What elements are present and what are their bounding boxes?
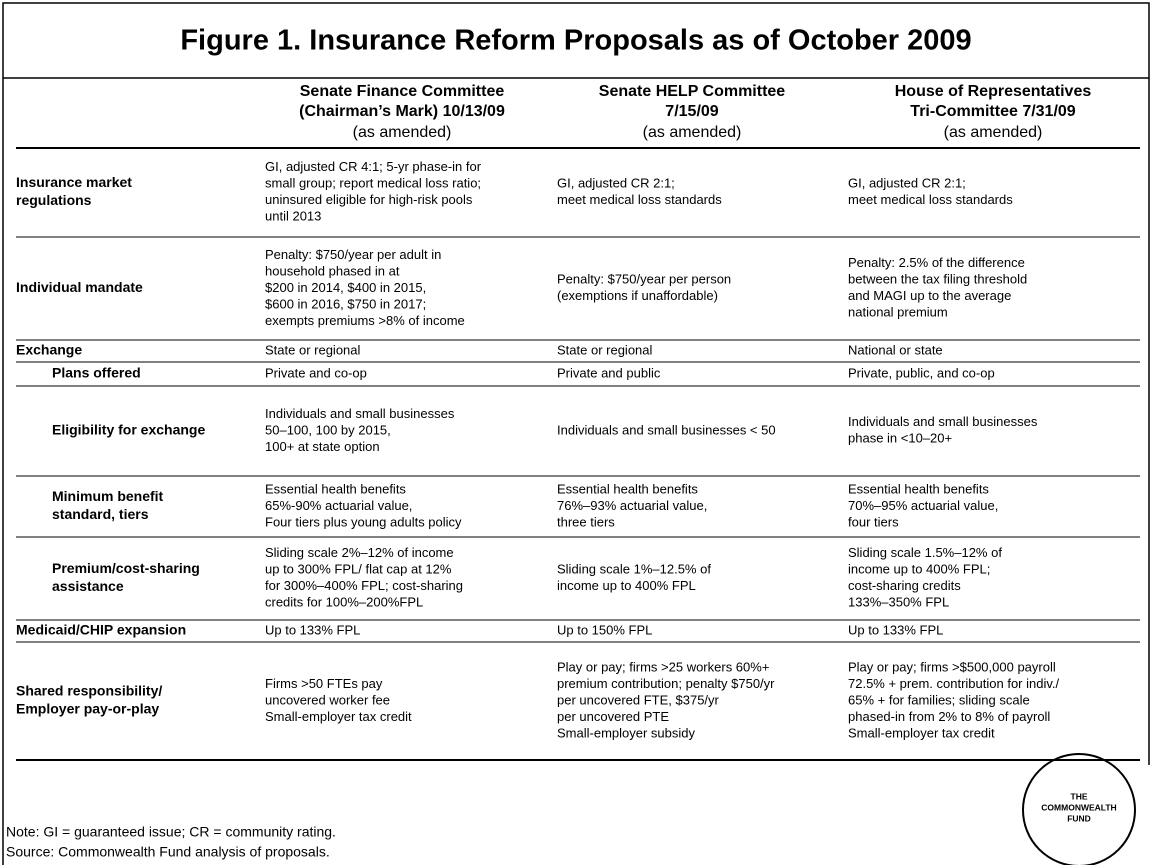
- cell-text: meet medical loss standards: [848, 192, 1013, 207]
- row-label: Exchange: [16, 342, 82, 358]
- cell-text: Penalty: $750/year per person: [557, 272, 731, 287]
- cell-text: until 2013: [265, 209, 321, 224]
- cell-text: 76%–93% actuarial value,: [557, 498, 707, 513]
- note: Source: Commonwealth Fund analysis of pr…: [6, 844, 330, 860]
- cell-text: income up to 400% FPL: [557, 578, 696, 593]
- column-title: 7/15/09: [665, 103, 718, 120]
- cell-text: uncovered worker fee: [265, 692, 390, 707]
- cell-text: phased-in from 2% to 8% of payroll: [848, 709, 1050, 724]
- cell-text: Play or pay; firms >$500,000 payroll: [848, 659, 1056, 674]
- cell-text: Small-employer tax credit: [265, 709, 412, 724]
- cell-text: between the tax filing threshold: [848, 272, 1027, 287]
- cell-text: 70%–95% actuarial value,: [848, 498, 998, 513]
- cell-text: GI, adjusted CR 4:1; 5-yr phase-in for: [265, 159, 482, 174]
- cell-text: Individuals and small businesses < 50: [557, 422, 776, 437]
- column-title: Senate HELP Committee: [599, 83, 786, 100]
- cell-text: Individuals and small businesses: [265, 406, 455, 421]
- cell-text: Sliding scale 1%–12.5% of: [557, 562, 711, 577]
- cell-text: State or regional: [265, 342, 361, 357]
- cell-text: Up to 133% FPL: [848, 622, 943, 637]
- row-label: regulations: [16, 192, 92, 208]
- cell-text: Essential health benefits: [265, 481, 406, 496]
- cell-text: Four tiers plus young adults policy: [265, 514, 462, 529]
- cell-text: Individuals and small businesses: [848, 414, 1038, 429]
- title: Figure 1. Insurance Reform Proposals as …: [180, 25, 971, 57]
- cell-text: three tiers: [557, 514, 615, 529]
- cell-text: small group; report medical loss ratio;: [265, 176, 481, 191]
- cell-text: 65%-90% actuarial value,: [265, 498, 412, 513]
- cell-text: (exemptions if unaffordable): [557, 288, 718, 303]
- cell-text: Essential health benefits: [848, 481, 989, 496]
- cell-text: $600 in 2016, $750 in 2017;: [265, 296, 426, 311]
- cell-text: household phased in at: [265, 263, 400, 278]
- cell-text: Sliding scale 2%–12% of income: [265, 545, 454, 560]
- cell-text: Sliding scale 1.5%–12% of: [848, 545, 1002, 560]
- cell-text: for 300%–400% FPL; cost-sharing: [265, 578, 463, 593]
- column-note: (as amended): [643, 124, 742, 141]
- cell-text: State or regional: [557, 342, 653, 357]
- row-label: assistance: [52, 578, 124, 594]
- cell-text: 72.5% + prem. contribution for indiv./: [848, 676, 1060, 691]
- logo-text: COMMONWEALTH: [1041, 802, 1116, 812]
- row-label: Eligibility for exchange: [52, 422, 205, 438]
- column-title: Tri-Committee 7/31/09: [910, 103, 1076, 120]
- cell-text: premium contribution; penalty $750/yr: [557, 676, 775, 691]
- column-note: (as amended): [944, 124, 1043, 141]
- note: Note: GI = guaranteed issue; CR = commun…: [6, 824, 336, 840]
- cell-text: 65% + for families; sliding scale: [848, 692, 1030, 707]
- cell-text: 100+ at state option: [265, 439, 380, 454]
- cell-text: 133%–350% FPL: [848, 595, 949, 610]
- cell-text: Penalty: 2.5% of the difference: [848, 255, 1025, 270]
- cell-text: Private, public, and co-op: [848, 365, 995, 380]
- row-label: Plans offered: [52, 365, 141, 381]
- logo-circle: [1022, 753, 1136, 865]
- cell-text: Private and public: [557, 365, 661, 380]
- cell-text: phase in <10–20+: [848, 431, 952, 446]
- cell-text: and MAGI up to the average: [848, 288, 1011, 303]
- cell-text: income up to 400% FPL;: [848, 562, 990, 577]
- row-label: Shared responsibility/: [16, 683, 162, 699]
- row-label: Medicaid/CHIP expansion: [16, 622, 186, 638]
- cell-text: uninsured eligible for high-risk pools: [265, 192, 473, 207]
- row-label: Individual mandate: [16, 279, 143, 295]
- cell-text: GI, adjusted CR 2:1;: [557, 176, 675, 191]
- row-label: Premium/cost-sharing: [52, 560, 200, 576]
- column-title: House of Representatives: [895, 83, 1092, 100]
- cell-text: per uncovered FTE, $375/yr: [557, 692, 720, 707]
- column-title: (Chairman’s Mark) 10/13/09: [299, 103, 505, 120]
- title-frame: [2, 2, 1150, 79]
- cell-text: credits for 100%–200%FPL: [265, 595, 423, 610]
- cell-text: national premium: [848, 305, 948, 320]
- column-title: Senate Finance Committee: [300, 83, 505, 100]
- cell-text: GI, adjusted CR 2:1;: [848, 176, 966, 191]
- cell-text: meet medical loss standards: [557, 192, 722, 207]
- cell-text: 50–100, 100 by 2015,: [265, 422, 391, 437]
- cell-text: Firms >50 FTEs pay: [265, 676, 383, 691]
- cell-text: up to 300% FPL/ flat cap at 12%: [265, 562, 452, 577]
- logo-text: FUND: [1067, 813, 1091, 823]
- cell-text: Play or pay; firms >25 workers 60%+: [557, 659, 769, 674]
- cell-text: Small-employer subsidy: [557, 725, 695, 740]
- cell-text: Essential health benefits: [557, 481, 698, 496]
- cell-text: Up to 133% FPL: [265, 622, 360, 637]
- row-label: Minimum benefit: [52, 488, 164, 504]
- row-label: standard, tiers: [52, 506, 149, 522]
- cell-text: $200 in 2014, $400 in 2015,: [265, 280, 426, 295]
- cell-text: Small-employer tax credit: [848, 725, 995, 740]
- cell-text: Up to 150% FPL: [557, 622, 652, 637]
- cell-text: per uncovered PTE: [557, 709, 669, 724]
- cell-text: Penalty: $750/year per adult in: [265, 247, 441, 262]
- row-label: Insurance market: [16, 174, 132, 190]
- cell-text: Private and co-op: [265, 365, 367, 380]
- cell-text: exempts premiums >8% of income: [265, 313, 465, 328]
- column-note: (as amended): [353, 124, 452, 141]
- cell-text: National or state: [848, 342, 943, 357]
- logo-text: THE: [1071, 791, 1088, 801]
- row-label: Employer pay-or-play: [16, 701, 159, 717]
- cell-text: four tiers: [848, 514, 899, 529]
- cell-text: cost-sharing credits: [848, 578, 961, 593]
